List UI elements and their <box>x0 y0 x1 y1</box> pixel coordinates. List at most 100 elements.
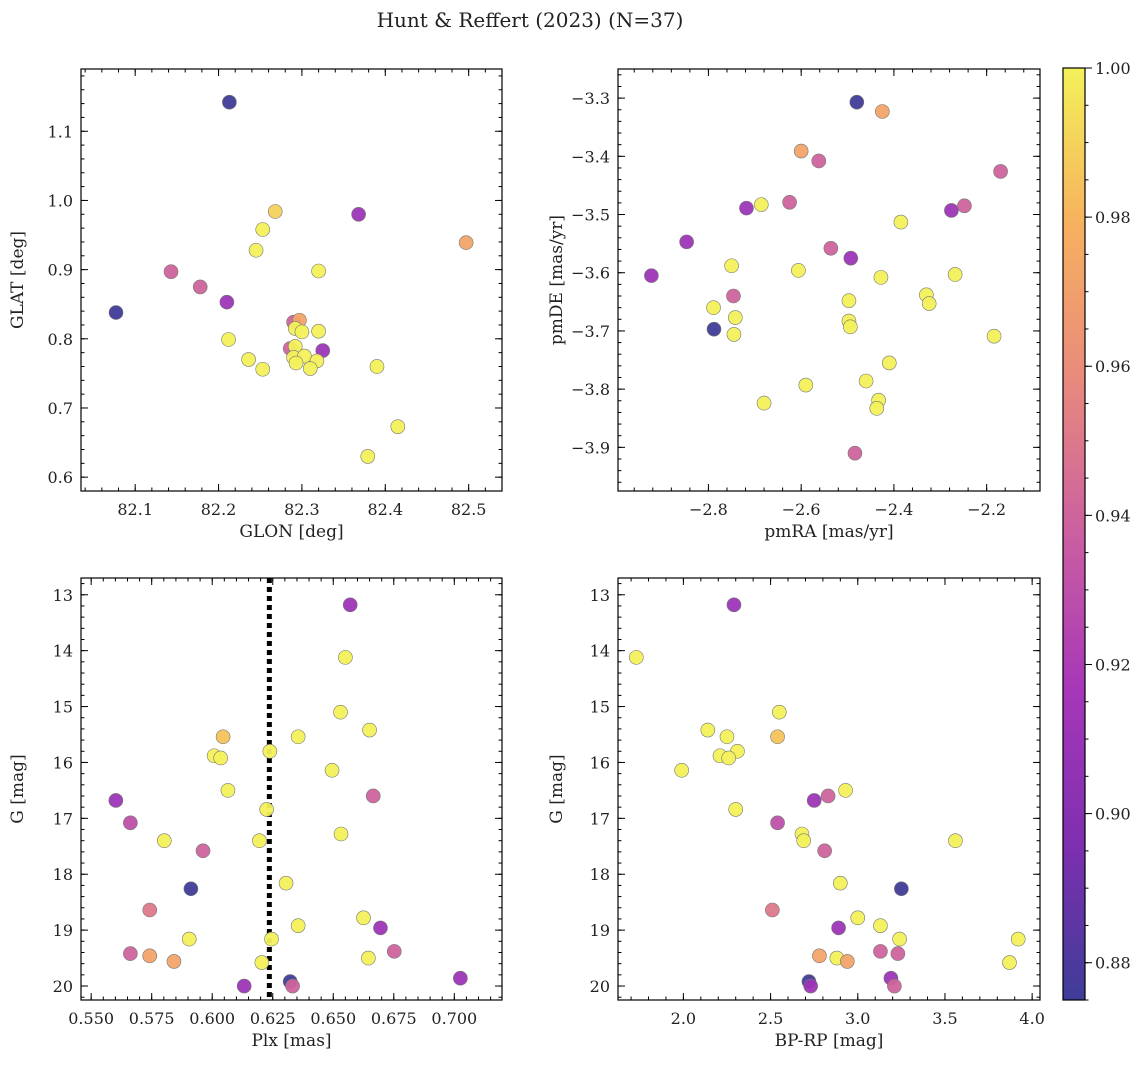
data-point <box>873 270 889 285</box>
y-tick-label: 20 <box>590 977 610 996</box>
data-point <box>820 788 836 804</box>
data-point <box>875 104 890 119</box>
data-point <box>739 200 754 216</box>
axes-frame <box>80 68 503 492</box>
colorbar-tick-label: 0.90 <box>1095 805 1131 824</box>
data-point <box>108 305 124 320</box>
data-point <box>823 240 839 256</box>
y-tick-label: −3.3 <box>571 89 610 108</box>
data-point <box>221 332 236 347</box>
data-point <box>948 833 963 849</box>
x-tick-label: 0.700 <box>431 1009 477 1028</box>
data-point <box>278 875 294 891</box>
y-tick-label: 0.7 <box>48 399 73 418</box>
data-point <box>252 833 267 849</box>
data-point <box>957 198 972 214</box>
x-tick-label: 3.0 <box>845 1009 870 1028</box>
axes-frame <box>80 577 503 1001</box>
y-tick-label: 13 <box>53 586 73 605</box>
x-tick-label: −2.4 <box>874 500 913 519</box>
data-point <box>215 729 231 745</box>
data-point <box>726 288 741 304</box>
y-tick-label: 0.8 <box>48 330 73 349</box>
data-point <box>796 833 812 849</box>
data-point <box>798 377 814 393</box>
data-point <box>290 918 306 933</box>
x-tick-label: 0.650 <box>310 1009 356 1028</box>
colorbar-tick-label: 0.88 <box>1095 954 1131 973</box>
data-point <box>726 597 742 613</box>
data-point <box>843 250 859 266</box>
data-point <box>728 310 743 325</box>
data-point <box>873 918 888 933</box>
data-point <box>302 361 318 376</box>
colorbar-frame <box>1062 67 1086 1001</box>
data-point <box>833 875 848 891</box>
x-tick-label: 82.1 <box>117 500 153 519</box>
scatter-points <box>108 94 474 464</box>
y-tick-label: 17 <box>590 809 610 828</box>
data-point <box>644 268 659 283</box>
data-point <box>706 321 722 337</box>
data-point <box>791 263 806 278</box>
x-axis-label: Plx [mas] <box>251 1031 331 1051</box>
x-tick-label: 2.5 <box>758 1009 783 1028</box>
data-point <box>222 94 237 110</box>
y-tick-label: −3.6 <box>571 264 610 283</box>
data-point <box>362 722 377 738</box>
data-point <box>365 788 381 804</box>
x-axis-label: pmRA [mas/yr] <box>764 522 893 542</box>
colorbar-tick-label: 0.98 <box>1095 208 1131 227</box>
data-point <box>1002 955 1017 970</box>
data-point <box>254 955 270 970</box>
axes-frame <box>617 577 1041 1001</box>
data-point <box>338 650 353 665</box>
data-point <box>123 815 138 831</box>
colorbar-tick-label: 0.92 <box>1095 655 1131 674</box>
y-axis-label: GLAT [deg] <box>8 231 28 329</box>
data-point <box>873 944 888 959</box>
data-point <box>679 234 694 250</box>
x-tick-label: 3.5 <box>932 1009 957 1028</box>
y-axis-label: pmDE [mas/yr] <box>547 215 567 345</box>
data-point <box>887 978 902 994</box>
data-point <box>288 355 304 371</box>
data-point <box>817 843 832 859</box>
y-tick-label: 20 <box>53 977 73 996</box>
data-point <box>142 948 158 964</box>
data-point <box>770 729 785 745</box>
axes-frame <box>617 68 1041 492</box>
y-tick-label: 16 <box>53 753 73 772</box>
colorbar-tick-label: 0.94 <box>1095 506 1131 525</box>
data-point <box>811 153 827 169</box>
data-point <box>841 293 857 308</box>
data-point <box>726 327 742 342</box>
data-point <box>847 445 863 461</box>
data-point <box>674 762 689 778</box>
data-point <box>373 920 388 936</box>
scatter-points <box>644 94 1008 461</box>
data-point <box>881 355 897 371</box>
data-point <box>765 902 780 918</box>
data-point <box>255 361 271 377</box>
panel-pmra-pmde: −2.8 −2.6 −2.4 −2.2 −3.3 −3.4 −3.5 −3.6 −3.7 −3.8… <box>547 68 1041 542</box>
data-point <box>843 319 858 335</box>
panel-glon-glat: 82.1 82.2 82.3 82.4 82.5 0.6 0.7 0.8 0.9 1.0 1.1 GL… <box>8 68 503 542</box>
x-tick-label: 82.3 <box>284 500 320 519</box>
x-tick-label: −2.6 <box>782 500 821 519</box>
scatter-points <box>108 597 468 994</box>
data-point <box>219 294 235 310</box>
y-tick-label: −3.8 <box>571 380 610 399</box>
data-point <box>947 267 963 282</box>
data-point <box>195 843 211 859</box>
data-point <box>893 214 909 230</box>
data-point <box>858 373 874 389</box>
data-point <box>220 783 236 798</box>
data-point <box>756 395 772 411</box>
colorbar-gradient <box>1063 68 1085 1000</box>
data-point <box>728 802 744 817</box>
data-point <box>838 783 853 798</box>
data-point <box>803 978 818 994</box>
x-tick-label: 82.2 <box>201 500 237 519</box>
